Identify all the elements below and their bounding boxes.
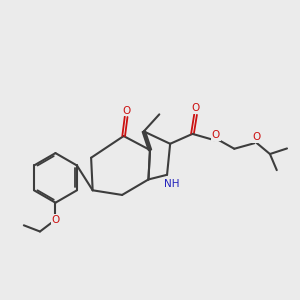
- Text: O: O: [191, 103, 200, 113]
- Text: O: O: [51, 215, 60, 225]
- Text: O: O: [122, 106, 130, 116]
- Text: NH: NH: [164, 179, 179, 189]
- Text: O: O: [212, 130, 220, 140]
- Text: O: O: [252, 132, 260, 142]
